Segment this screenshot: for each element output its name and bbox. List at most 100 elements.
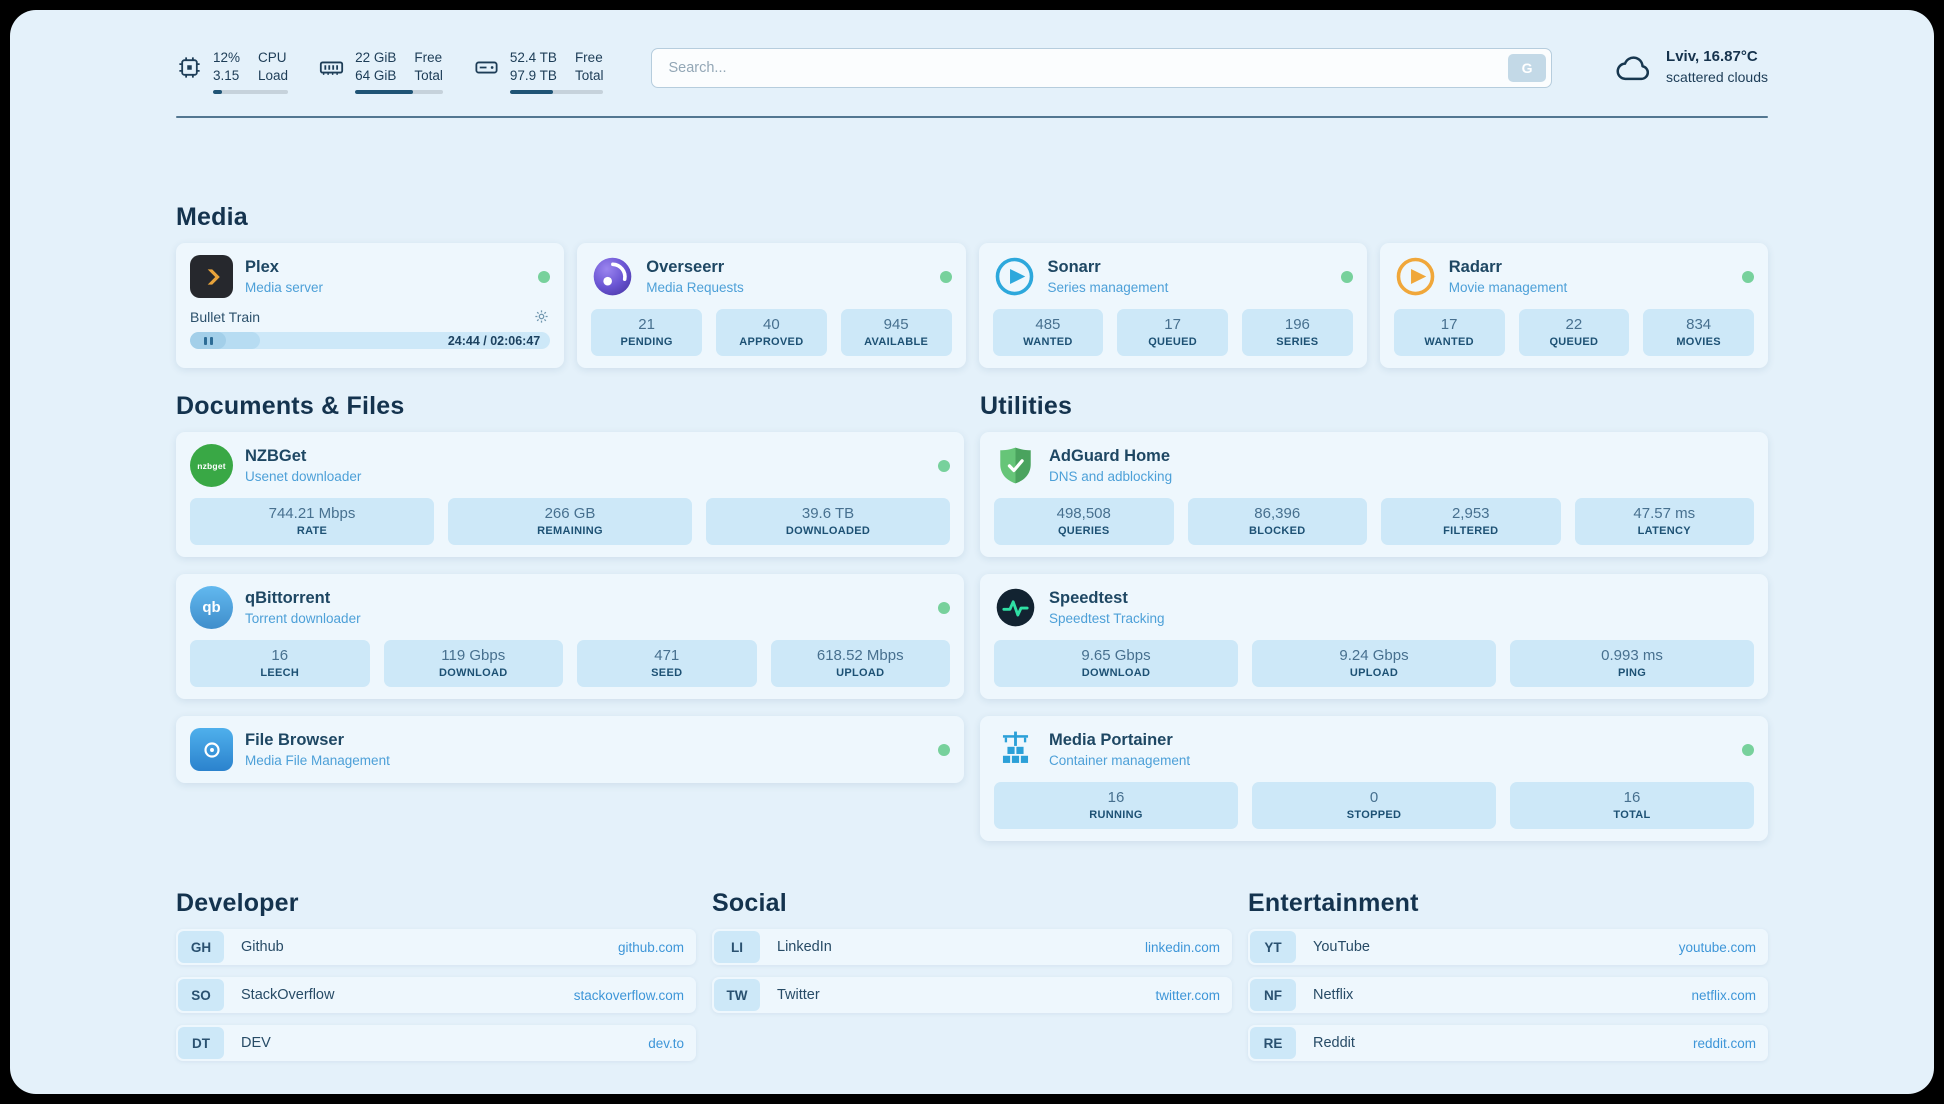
cloud-icon xyxy=(1616,56,1650,81)
section-title-developer: Developer xyxy=(176,889,299,917)
stat-label: LATENCY xyxy=(1637,525,1691,537)
qbittorrent-app-link[interactable]: qb qBittorrent Torrent downloader xyxy=(190,586,950,629)
stat-value: 119 Gbps xyxy=(441,647,506,664)
stat-value: 16 xyxy=(271,647,289,664)
stat-queued: 22 QUEUED xyxy=(1518,309,1630,356)
bookmark-youtube[interactable]: YT YouTube youtube.com xyxy=(1248,929,1768,965)
stat-label: RUNNING xyxy=(1089,809,1143,821)
nzbget-app-link[interactable]: nzbget NZBGet Usenet downloader xyxy=(190,444,950,487)
now-playing-title: Bullet Train xyxy=(190,308,261,325)
app-subtitle: Torrent downloader xyxy=(245,611,361,626)
adguard-app-link[interactable]: AdGuard Home DNS and adblocking xyxy=(994,444,1754,487)
portainer-app-link[interactable]: Media Portainer Container management xyxy=(994,728,1754,771)
memory-total-label: Total xyxy=(414,68,443,83)
speedtest-app-link[interactable]: Speedtest Speedtest Tracking xyxy=(994,586,1754,629)
bookmark-stackoverflow[interactable]: SO StackOverflow stackoverflow.com xyxy=(176,977,696,1013)
memory-icon xyxy=(319,61,344,75)
search-engine-button[interactable]: G xyxy=(1508,54,1547,82)
cpu-load-value: 3.15 xyxy=(213,68,240,83)
header-divider xyxy=(176,116,1768,118)
sonarr-stats: 485 WANTED 17 QUEUED 196 SERIES xyxy=(992,309,1353,356)
portainer-card: Media Portainer Container management 16 … xyxy=(980,716,1768,841)
nzbget-icon-text: nzbget xyxy=(197,460,226,471)
bookmark-name: Github xyxy=(241,939,284,955)
stat-label: PING xyxy=(1617,667,1647,679)
overseerr-app-link[interactable]: Overseerr Media Requests xyxy=(591,255,952,298)
stat-value: 39.6 TB xyxy=(801,505,855,522)
disk-free-value: 52.4 TB xyxy=(509,50,557,65)
playback-time: 24:44 / 02:06:47 xyxy=(447,333,541,348)
status-online-dot xyxy=(938,601,950,614)
stat-value: 17 xyxy=(1440,316,1458,333)
bookmark-name: Reddit xyxy=(1313,1035,1355,1051)
bookmark-linkedin[interactable]: LI LinkedIn linkedin.com xyxy=(712,929,1232,965)
bookmark-twitter[interactable]: TW Twitter twitter.com xyxy=(712,977,1232,1013)
bookmark-abbr: GH xyxy=(178,931,224,963)
stat-latency: 47.57 ms LATENCY xyxy=(1574,498,1754,545)
section-title-social: Social xyxy=(712,889,787,917)
overseerr-stats: 21 PENDING 40 APPROVED 945 AVAILABLE xyxy=(591,309,952,356)
stat-seed: 471 SEED xyxy=(577,640,757,687)
stat-value: 744.21 Mbps xyxy=(268,505,356,522)
status-online-dot xyxy=(1340,270,1353,283)
sonarr-app-link[interactable]: Sonarr Series management xyxy=(993,255,1353,298)
section-title-entertainment: Entertainment xyxy=(1248,889,1419,917)
stat-label: WANTED xyxy=(1424,336,1474,348)
app-name: NZBGet xyxy=(245,447,307,465)
plex-app-link[interactable]: Plex Media server xyxy=(190,255,551,298)
bookmark-url: youtube.com xyxy=(1678,939,1756,955)
filebrowser-app-link[interactable]: File Browser Media File Management xyxy=(190,728,950,771)
bookmark-url: linkedin.com xyxy=(1144,939,1220,955)
playback-progress-bar[interactable]: 24:44 / 02:06:47 xyxy=(190,332,551,349)
stat-total: 16 TOTAL xyxy=(1510,782,1754,829)
disk-free-label: Free xyxy=(574,50,603,65)
bookmark-name: DEV xyxy=(241,1035,271,1051)
radarr-app-link[interactable]: Radarr Movie management xyxy=(1394,255,1754,298)
stat-label: QUEUED xyxy=(1148,336,1198,348)
stat-queries: 498,508 QUERIES xyxy=(994,498,1174,545)
bookmark-name: Netflix xyxy=(1313,987,1354,1003)
sonarr-icon xyxy=(993,255,1036,298)
status-online-dot xyxy=(1742,743,1754,756)
bookmark-url: stackoverflow.com xyxy=(573,987,684,1003)
bookmark-netflix[interactable]: NF Netflix netflix.com xyxy=(1248,977,1768,1013)
bookmark-url: netflix.com xyxy=(1691,987,1756,1003)
stat-remaining: 266 GB REMAINING xyxy=(448,498,692,545)
stat-label: MOVIES xyxy=(1676,336,1721,348)
utilities-section: Utilities xyxy=(980,391,1768,841)
pause-button[interactable] xyxy=(190,332,226,349)
settings-gear-icon[interactable] xyxy=(533,308,550,325)
speedtest-icon xyxy=(994,586,1037,629)
stat-label: QUERIES xyxy=(1057,525,1110,537)
stat-label: APPROVED xyxy=(739,336,804,348)
section-title-utilities: Utilities xyxy=(980,392,1073,420)
bookmark-abbr: NF xyxy=(1250,979,1296,1011)
memory-free-label: Free xyxy=(414,50,443,65)
search-input[interactable] xyxy=(651,48,1553,88)
disk-total-value: 97.9 TB xyxy=(509,68,557,83)
top-bar: 12% CPU 3.15 Load xyxy=(176,10,1768,94)
bookmark-github[interactable]: GH Github github.com xyxy=(176,929,696,965)
bookmark-reddit[interactable]: RE Reddit reddit.com xyxy=(1248,1025,1768,1061)
bookmark-group-entertainment: Entertainment YT YouTube youtube.com NF … xyxy=(1248,888,1768,1061)
qbittorrent-icon: qb xyxy=(190,586,233,629)
bookmark-dev[interactable]: DT DEV dev.to xyxy=(176,1025,696,1061)
adguard-icon xyxy=(994,444,1037,487)
status-online-dot xyxy=(938,743,950,756)
qbittorrent-icon-text: qb xyxy=(202,599,221,616)
stat-value: 16 xyxy=(1623,789,1641,806)
speedtest-card: Speedtest Speedtest Tracking 9.65 Gbps D… xyxy=(980,574,1768,699)
bookmark-name: LinkedIn xyxy=(777,939,832,955)
app-subtitle: Speedtest Tracking xyxy=(1049,611,1165,626)
section-title-documents: Documents & Files xyxy=(176,392,405,420)
stat-ping: 0.993 ms PING xyxy=(1510,640,1754,687)
portainer-icon xyxy=(994,728,1037,771)
stat-value: 9.24 Gbps xyxy=(1339,647,1409,664)
weather-condition: scattered clouds xyxy=(1666,69,1768,85)
stat-label: DOWNLOADED xyxy=(785,525,871,537)
stat-value: 498,508 xyxy=(1056,505,1111,522)
speedtest-stats: 9.65 Gbps DOWNLOAD 9.24 Gbps UPLOAD 0.99… xyxy=(994,640,1754,687)
memory-total-value: 64 GiB xyxy=(355,68,397,83)
stat-label: QUEUED xyxy=(1549,336,1599,348)
